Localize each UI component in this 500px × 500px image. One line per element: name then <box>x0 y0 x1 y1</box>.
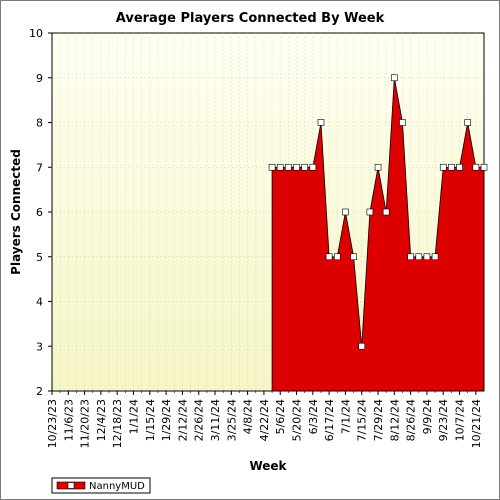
data-point <box>293 163 300 171</box>
x-tick-label: 8/26/24 <box>405 399 418 441</box>
x-tick-label: 11/6/23 <box>62 399 75 441</box>
y-tick-label: 8 <box>36 117 43 130</box>
data-point <box>423 253 431 261</box>
x-tick-label: 1/15/24 <box>144 399 157 441</box>
x-tick-label: 2/26/24 <box>193 399 206 441</box>
y-tick-label: 7 <box>36 161 43 174</box>
data-point <box>431 253 439 261</box>
x-tick-label: 7/15/24 <box>356 399 369 441</box>
x-tick-label: 3/25/24 <box>225 399 238 441</box>
x-tick-label: 2/12/24 <box>176 399 189 441</box>
data-point <box>415 253 423 261</box>
grid-lines <box>52 33 484 391</box>
x-tick-label: 5/6/24 <box>274 399 287 434</box>
x-tick-label: 4/8/24 <box>242 399 255 434</box>
x-tick-label: 6/3/24 <box>307 399 320 434</box>
x-tick-label: 12/4/23 <box>95 399 108 441</box>
data-point <box>382 208 390 216</box>
legend: NannyMUD <box>51 477 151 494</box>
x-tick-label: 5/20/24 <box>291 399 304 441</box>
data-point <box>301 163 308 171</box>
data-point <box>366 208 374 216</box>
data-point <box>464 119 471 126</box>
y-axis-label: Players Connected <box>9 149 23 275</box>
data-point <box>309 163 317 171</box>
data-point <box>448 163 455 171</box>
y-tick-label: 6 <box>36 206 43 219</box>
x-tick-label: 10/21/24 <box>470 399 483 448</box>
legend-label: NannyMUD <box>89 481 145 492</box>
x-axis-label: Week <box>249 459 287 473</box>
x-tick-label: 8/12/24 <box>388 399 401 441</box>
data-point <box>439 163 447 171</box>
data-point <box>268 163 276 171</box>
data-point <box>472 163 480 171</box>
x-tick-label: 12/18/23 <box>111 399 124 448</box>
x-tick-label: 7/1/24 <box>339 399 352 434</box>
data-point <box>317 119 325 126</box>
y-tick-label: 10 <box>29 27 43 40</box>
x-tick-label: 10/7/24 <box>454 399 467 441</box>
x-tick-label: 3/11/24 <box>209 399 222 441</box>
data-point <box>350 253 357 261</box>
data-point <box>325 253 333 261</box>
y-tick-label: 4 <box>36 296 43 309</box>
series-layer <box>268 74 488 392</box>
data-point <box>399 119 406 126</box>
data-point <box>342 208 349 216</box>
y-tick-label: 2 <box>36 385 43 398</box>
y-tick-label: 5 <box>36 251 43 264</box>
data-point <box>407 253 414 261</box>
x-tick-label: 11/20/23 <box>79 399 92 448</box>
x-tick-label: 9/23/24 <box>437 399 450 441</box>
x-tick-label: 1/1/24 <box>128 399 141 434</box>
data-point <box>333 253 341 261</box>
axes: 2 3 4 5 6 7 8 9 10 10/23/23 11/6/23 11/20/23 12/4/23… <box>29 27 483 448</box>
x-tick-label: 4/22/24 <box>258 399 271 441</box>
x-tick-label: 6/17/24 <box>323 399 336 441</box>
data-point <box>374 163 382 171</box>
data-point <box>276 163 284 171</box>
data-point <box>285 163 292 171</box>
data-point <box>391 74 398 82</box>
y-tick-label: 3 <box>36 340 43 353</box>
chart-title: Average Players Connected By Week <box>116 11 385 26</box>
x-tick-label: 1/29/24 <box>160 399 173 441</box>
data-point <box>358 342 366 350</box>
data-point-edge <box>480 163 488 171</box>
x-tick-label: 10/23/23 <box>46 399 59 448</box>
legend-marker <box>67 482 75 489</box>
x-tick-label: 9/9/24 <box>421 399 434 434</box>
y-tick-label: 9 <box>36 72 43 85</box>
x-tick-label: 7/29/24 <box>372 399 385 441</box>
data-point <box>456 163 463 171</box>
